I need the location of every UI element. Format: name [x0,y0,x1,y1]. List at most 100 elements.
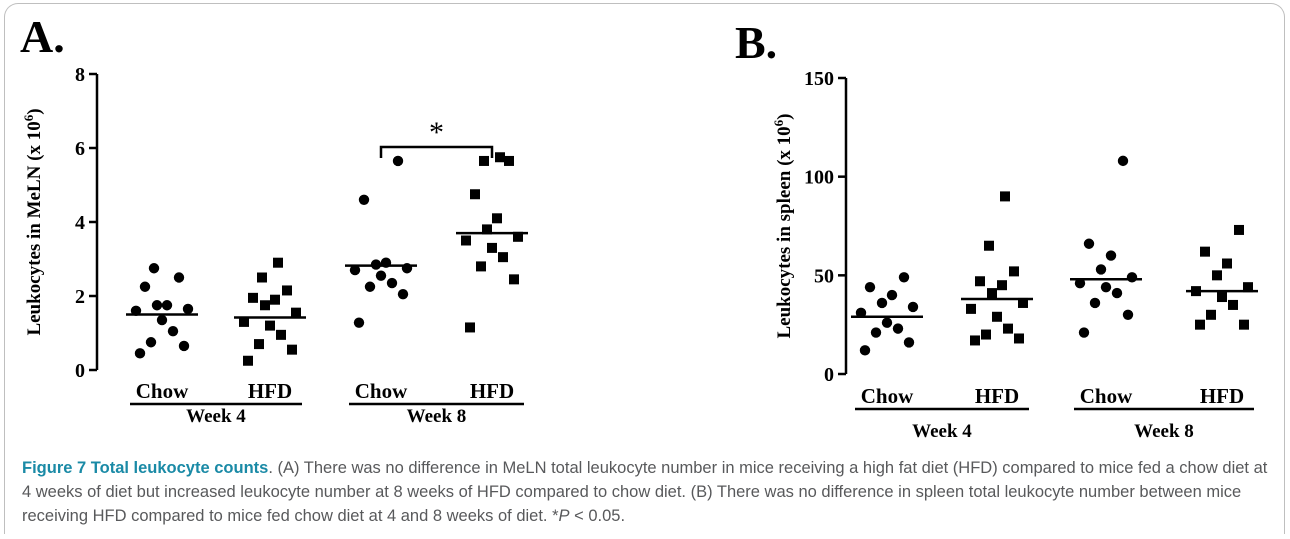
caption-p-text: < 0.05. [569,507,626,525]
panel-a-y-tick-label: 8 [75,64,85,86]
panel-a-y-axis-title: Leukocytes in MeLN (x 106) [21,108,46,335]
panel-b-data-point [1095,264,1107,275]
panel-b-category-label: Chow [861,384,914,408]
panel-a-data-point [364,281,376,292]
panel-b-y-axis-title: Leukocytes in spleen (x 106) [771,113,796,338]
panel-b-data-point [881,317,893,328]
panel-b-data-point [1243,282,1253,293]
panel-a-data-point [148,263,160,274]
panel-a-data-point [504,155,514,166]
panel-a-data-point [487,242,497,253]
panel-a-data-point [134,348,146,359]
panel-b-data-point [1089,297,1101,309]
panel-b-data-point [1105,250,1117,261]
panel-b-data-point [903,337,915,348]
panel-a-data-point [139,281,151,292]
panel-b-data-point [1212,270,1222,281]
figure-frame [4,3,1285,534]
panel-a-data-point [375,270,387,281]
panel-a-data-point [513,231,523,242]
panel-b-data-point [1234,224,1244,235]
panel-a-data-point [167,325,179,337]
panel-a-data-point [349,264,361,276]
panel-a-category-label: HFD [470,379,514,403]
panel-a-data-point [358,194,370,205]
panel-a-group-label: Week 8 [407,406,467,427]
panel-b-data-point [997,280,1007,291]
panel-a-data-point [156,314,168,326]
panel-a-data-point [276,329,286,340]
panel-a-data-point [509,274,519,285]
panel-a-data-point [492,213,502,224]
panel-b-letter: B. [735,17,777,68]
panel-a-y-tick-label: 6 [75,138,85,160]
panel-b-data-point [1239,319,1249,330]
panel-b-data-point [1126,272,1138,283]
panel-b-group-label: Week 4 [912,421,972,442]
panel-b-data-point [898,272,910,283]
panel-a-data-point [173,272,185,283]
panel-b-data-point [1111,287,1123,299]
panel-b-data-point [864,281,876,293]
panel-b-y-tick-label: 0 [824,364,834,386]
panel-a-data-point [482,224,492,235]
panel-b-group-label: Week 8 [1134,421,1194,442]
panel-a-data-point [476,261,486,272]
panel-a-data-point [461,235,471,246]
panel-a-data-point [470,189,480,200]
panel-b-data-point [1122,309,1134,320]
panel-b-data-point [1228,299,1238,310]
panel-a-data-point [182,303,194,315]
panel-b-data-point [1222,258,1232,269]
panel-b-data-point [907,301,919,313]
panel-b-data-point [892,323,904,334]
panel-a-data-point [386,277,398,289]
panel-b-data-point [855,307,867,319]
panel-b-category-label: HFD [975,384,1019,408]
panel-a-data-point [465,322,475,333]
panel-b-data-point [1078,327,1090,338]
panel-b-category-label: Chow [1080,384,1133,408]
panel-b-data-point [1083,238,1095,249]
panel-b-data-point [975,276,985,287]
panel-b-data-point [992,311,1002,322]
panel-a-category-label: Chow [136,379,189,403]
panel-b-data-point [859,345,871,356]
panel-b-data-point [1206,309,1216,320]
panel-b-data-point [966,303,976,314]
caption-text: . (A) There was no difference in MeLN to… [22,459,1268,525]
panel-a-data-point [397,288,409,300]
panel-b-data-point [1100,281,1112,293]
panel-b-data-point [970,335,980,346]
panel-b-data-point [1018,297,1028,308]
panel-a-data-point [145,337,157,348]
panel-b-data-point [1003,323,1013,334]
panel-a-data-point [243,355,253,366]
panel-a-data-point [265,320,275,331]
caption-title: Figure 7 Total leukocyte counts [22,459,269,477]
panel-b-data-point [984,240,994,251]
panel-a-y-tick-label: 0 [75,360,85,382]
panel-b-data-point [1000,191,1010,202]
figure-caption: Figure 7 Total leukocyte counts. (A) The… [22,456,1272,528]
panel-a-data-point [498,252,508,263]
panel-a-data-point [178,340,190,352]
panel-b-data-point [1117,155,1129,167]
panel-b-y-tick-label: 50 [814,265,834,287]
panel-a-data-point [254,339,264,350]
panel-a-y-tick-label: 4 [75,212,85,234]
panel-b-data-point [1009,266,1019,277]
panel-a-data-point [151,300,163,311]
panel-a-data-point [239,316,249,327]
panel-a-category-label: HFD [248,379,292,403]
panel-a-data-point [260,300,270,311]
panel-a-data-point [270,294,280,305]
panel-a-data-point [353,317,365,328]
panel-a-data-point [248,292,258,303]
panel-a-group-label: Week 4 [186,406,246,427]
panel-a-data-point [495,152,505,163]
panel-b-y-tick-label: 150 [804,68,834,90]
panel-b-y-tick-label: 100 [804,167,834,189]
panel-b-category-label: HFD [1200,384,1244,408]
panel-b-data-point [1217,292,1227,303]
